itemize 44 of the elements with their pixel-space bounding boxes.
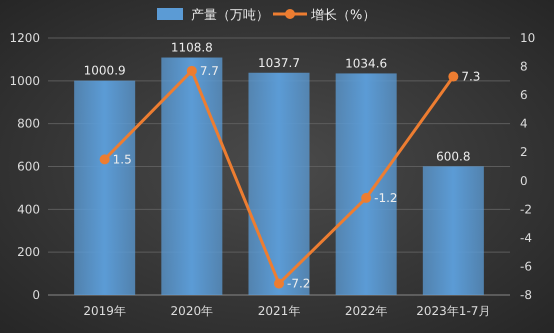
x-tick-label: 2022年 [344, 304, 388, 318]
y-tick-label: 800 [17, 116, 40, 131]
y-tick-label: 400 [17, 202, 40, 216]
point [274, 278, 284, 289]
legend-label: 增长（%） [310, 8, 376, 23]
y-tick-label: 1000 [9, 74, 40, 88]
point [361, 192, 372, 203]
x-tick-label: 2021年 [258, 304, 300, 318]
data-label: 1000.9 [84, 64, 126, 78]
y2-tick-label: 10 [520, 31, 536, 45]
data-label: 7.3 [461, 70, 480, 84]
bar [161, 58, 222, 295]
y2-tick-label: 8 [520, 60, 528, 74]
y2-tick-label: -4 [520, 230, 532, 245]
y-tick-label: 1200 [9, 31, 40, 45]
legend-label: 产量（万吨） [191, 8, 269, 23]
x-tick-label: 2019年 [83, 304, 126, 318]
data-label: 1034.6 [345, 56, 388, 70]
y-tick-label: 600 [17, 160, 40, 174]
data-label: -1.2 [374, 190, 398, 205]
bar [74, 80, 136, 295]
y-tick-label: 200 [17, 245, 40, 260]
data-label: 7.7 [200, 64, 219, 78]
point [186, 66, 197, 76]
data-label: -7.2 [287, 276, 310, 291]
y2-tick-label: -6 [520, 259, 532, 274]
bar [248, 72, 310, 295]
data-label: 600.8 [436, 149, 471, 164]
y2-tick-label: 6 [520, 88, 528, 102]
y2-tick-label: -8 [520, 288, 532, 302]
bar [422, 166, 484, 295]
x-tick-label: 2023年1-7月 [416, 304, 490, 318]
y2-tick-label: 0 [520, 174, 528, 188]
point [448, 72, 458, 82]
y2-tick-label: 4 [520, 116, 528, 131]
data-label: 1108.8 [170, 40, 213, 55]
y-tick-label: 0 [32, 288, 40, 302]
data-label: 1.5 [112, 152, 132, 166]
y2-tick-label: 2 [520, 145, 528, 160]
x-tick-label: 2020年 [170, 304, 214, 318]
y2-tick-label: -2 [520, 202, 532, 216]
point [100, 154, 110, 164]
bar [336, 73, 397, 295]
data-label: 1037.7 [258, 56, 300, 70]
